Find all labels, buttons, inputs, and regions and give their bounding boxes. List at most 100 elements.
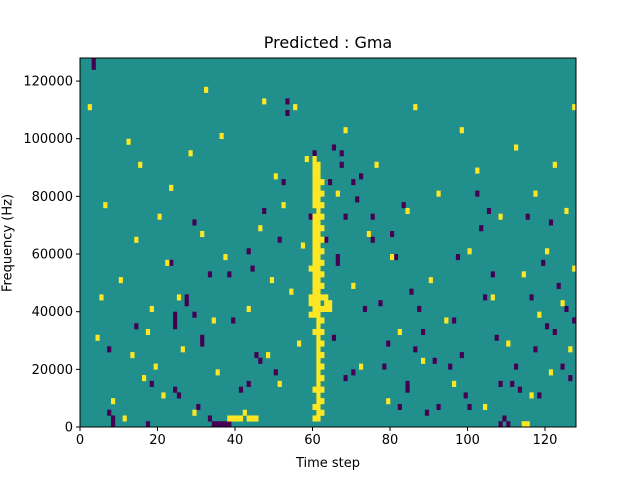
heatmap-cell-low [355, 196, 360, 203]
heatmap-cell-high [188, 150, 193, 157]
heatmap-cell-high [537, 311, 542, 318]
heatmap-cell-low [91, 58, 96, 65]
heatmap-cell-high [103, 202, 108, 209]
heatmap-cell-high [397, 328, 402, 336]
heatmap-cell-high [308, 265, 313, 272]
heatmap-cell-high [316, 369, 321, 376]
heatmap-cell-low [370, 236, 375, 243]
heatmap-cell-high [320, 190, 325, 197]
y-tick-label: 80000 [32, 190, 73, 205]
heatmap-cell-high [316, 254, 321, 261]
heatmap-cell-high [467, 248, 472, 255]
heatmap-cell-high [560, 300, 565, 307]
heatmap-cell-high [444, 317, 449, 324]
heatmap-cell-high [235, 415, 240, 422]
heatmap-cell-low [331, 144, 337, 151]
heatmap-cell-high [320, 328, 325, 336]
heatmap-cell-low [173, 317, 178, 324]
heatmap-cell-high [320, 202, 325, 209]
heatmap-cell-high [328, 305, 333, 312]
heatmap-cell-high [533, 190, 538, 197]
heatmap-cell-low [176, 392, 182, 399]
heatmap-cell-high [421, 357, 426, 364]
heatmap-cell-low [382, 363, 387, 370]
heatmap-cell-low [285, 98, 290, 105]
heatmap-cell-low [107, 409, 112, 416]
heatmap-cell-high [316, 294, 321, 301]
heatmap-cell-high [320, 340, 325, 347]
heatmap-cell-low [552, 328, 557, 336]
heatmap-cell-low [370, 213, 375, 220]
heatmap-cell-high [258, 225, 263, 232]
heatmap-cell-high [87, 104, 92, 111]
heatmap-cell-low [448, 363, 453, 370]
heatmap-cell-high [250, 415, 255, 422]
heatmap-cell-high [312, 161, 317, 168]
heatmap-cell-low [246, 248, 251, 255]
heatmap-cell-high [312, 190, 317, 197]
heatmap-cell-high [312, 202, 317, 209]
heatmap-cell-high [312, 403, 317, 411]
heatmap-cell-high [316, 179, 321, 186]
y-axis-label: Frequency (Hz) [1, 194, 16, 292]
plot-frame [79, 57, 577, 428]
heatmap-cell-high [312, 328, 317, 336]
heatmap-cell-high [293, 104, 298, 111]
heatmap-cell-high [374, 161, 379, 168]
heatmap-cell-high [180, 346, 185, 353]
heatmap-cell-low [207, 415, 213, 422]
heatmap-cell-high [545, 248, 550, 255]
heatmap-cell-low [498, 380, 503, 387]
heatmap-cell-high [320, 305, 325, 312]
heatmap-cell-high [320, 225, 325, 232]
heatmap-cell-high [320, 363, 325, 370]
heatmap-cell-low [452, 317, 457, 324]
heatmap-cell-low [200, 334, 205, 341]
heatmap-cell-low [351, 179, 356, 186]
heatmap-cell-high [269, 277, 275, 284]
heatmap-cell-high [459, 127, 464, 134]
heatmap-cell-high [273, 173, 278, 180]
heatmap-cell-low [494, 334, 499, 341]
heatmap-cell-low [479, 225, 484, 232]
heatmap-cell-high [521, 421, 526, 428]
heatmap-cell-high [312, 265, 317, 272]
heatmap-cell-high [204, 86, 209, 93]
heatmap-cell-low [556, 282, 561, 289]
heatmap-cell-high [316, 225, 321, 232]
heatmap-cell-high [316, 398, 321, 405]
heatmap-cell-low [258, 357, 263, 364]
heatmap-cell-low [173, 323, 178, 330]
heatmap-cell-high [312, 254, 317, 261]
heatmap-cell-high [161, 392, 166, 399]
heatmap-cell-high [320, 294, 325, 301]
heatmap-cell-low [277, 236, 282, 243]
heatmap-cell-low [405, 380, 410, 387]
heatmap-cell-low [517, 386, 523, 393]
heatmap-cell-high [351, 282, 356, 289]
heatmap-cell-high [316, 288, 321, 295]
heatmap-cell-high [149, 305, 154, 312]
heatmap-cell-high [254, 415, 259, 422]
heatmap-cell-high [316, 248, 321, 255]
x-tick-label: 40 [227, 433, 244, 448]
heatmap-cell-high [145, 328, 151, 336]
heatmap-cell-high [320, 352, 325, 359]
heatmap-cell-low [173, 386, 178, 393]
heatmap-cell-high [312, 386, 317, 393]
heatmap-cell-high [316, 282, 321, 289]
heatmap-cell-high [122, 415, 127, 422]
heatmap-cell-high [316, 202, 321, 209]
heatmap-cell-low [200, 340, 205, 347]
y-axis: 0 20000 40000 60000 80000 100000 120000 [23, 75, 80, 436]
heatmap-cell-high [312, 277, 317, 284]
heatmap-cell-low [184, 294, 189, 301]
heatmap-cell-high [304, 156, 309, 163]
heatmap-cell-low [331, 334, 337, 341]
heatmap-cell-high [312, 225, 317, 232]
heatmap-cell-low [463, 392, 468, 399]
heatmap-cell-high [320, 282, 325, 289]
heatmap-cell-high [572, 265, 577, 272]
heatmap-cell-high [153, 363, 158, 370]
heatmap-cell-high [312, 294, 317, 301]
